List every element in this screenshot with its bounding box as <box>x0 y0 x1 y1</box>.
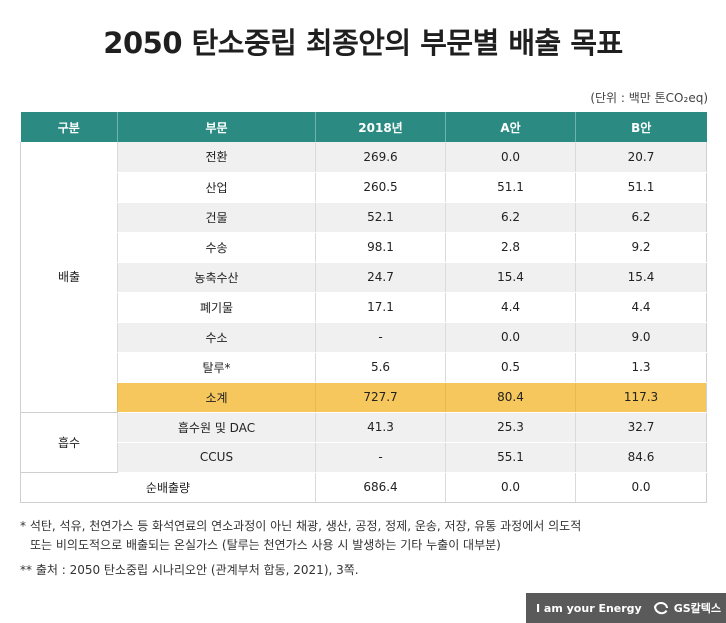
net-emission-row: 순배출량 686.4 0.0 0.0 <box>20 471 707 503</box>
sector-cell: 농축수산 <box>117 262 316 293</box>
table-row: CCUS - 55.1 84.6 <box>21 442 707 473</box>
value-2018-cell: 260.5 <box>315 172 446 203</box>
value-b-cell: 4.4 <box>575 292 707 323</box>
table-row: 흡수 흡수원 및 DAC 41.3 25.3 32.7 <box>20 411 707 473</box>
value-2018-cell: 269.6 <box>315 142 446 173</box>
header-plan-a: A안 <box>445 112 576 142</box>
value-b-cell: 1.3 <box>575 352 707 383</box>
value-2018-cell: 17.1 <box>315 292 446 323</box>
value-b-cell: 9.2 <box>575 232 707 263</box>
brand-logo: GS칼텍스 <box>652 600 721 616</box>
subtotal-label: 소계 <box>117 382 316 413</box>
unit-label: (단위 : 백만 톤CO₂eq) <box>590 91 708 105</box>
subtotal-row: 소계 727.7 80.4 117.3 <box>21 382 707 413</box>
value-2018-cell: 41.3 <box>315 411 446 443</box>
gs-logo-icon <box>653 602 668 615</box>
value-a-cell: 51.1 <box>445 172 576 203</box>
value-a-cell: 2.8 <box>445 232 576 263</box>
subtotal-a: 80.4 <box>445 382 576 413</box>
sector-cell: CCUS <box>117 442 316 473</box>
value-b-cell: 15.4 <box>575 262 707 293</box>
table-row: 산업 260.5 51.1 51.1 <box>21 172 707 203</box>
value-2018-cell: 98.1 <box>315 232 446 263</box>
header-sector: 부문 <box>117 112 316 142</box>
table-row: 폐기물 17.1 4.4 4.4 <box>21 292 707 323</box>
value-a-cell: 55.1 <box>445 442 576 473</box>
table-row: 배출 전환 269.6 0.0 20.7 <box>20 142 707 413</box>
value-2018-cell: 5.6 <box>315 352 446 383</box>
value-a-cell: 0.5 <box>445 352 576 383</box>
sector-cell: 폐기물 <box>117 292 316 323</box>
value-a-cell: 0.0 <box>445 322 576 353</box>
table-row: 수송 98.1 2.8 9.2 <box>21 232 707 263</box>
value-2018-cell: 52.1 <box>315 202 446 233</box>
value-b-cell: 9.0 <box>575 322 707 353</box>
sector-cell: 흡수원 및 DAC <box>117 411 316 443</box>
value-2018-cell: 24.7 <box>315 262 446 293</box>
footnotes: * 석탄, 석유, 천연가스 등 화석연료의 연소과정이 아닌 채광, 생산, … <box>20 517 581 580</box>
value-a-cell: 0.0 <box>445 142 576 173</box>
page-title: 2050 탄소중립 최종안의 부문별 배출 목표 <box>103 26 623 60</box>
sector-cell: 탈루* <box>117 352 316 383</box>
header-category: 구분 <box>20 112 118 142</box>
sector-cell: 산업 <box>117 172 316 203</box>
brand-banner: I am your Energy GS칼텍스 <box>526 593 726 623</box>
footnote-1-line-2: 또는 비의도적으로 배출되는 온실가스 (탈루는 천연가스 사용 시 발생하는 … <box>30 538 501 552</box>
brand-logo-text: GS칼텍스 <box>673 602 722 615</box>
table-header-row: 구분 부문 2018년 A안 B안 <box>20 112 707 142</box>
sector-cell: 건물 <box>117 202 316 233</box>
subtotal-2018: 727.7 <box>315 382 446 413</box>
table-row: 탈루* 5.6 0.5 1.3 <box>21 352 707 383</box>
emission-target-table: 구분 부문 2018년 A안 B안 배출 전환 269.6 0.0 20.7 산… <box>20 112 707 503</box>
sector-cell: 수소 <box>117 322 316 353</box>
value-b-cell: 32.7 <box>575 411 707 443</box>
group-absorption-label: 흡수 <box>20 411 118 473</box>
value-a-cell: 15.4 <box>445 262 576 293</box>
sector-cell: 전환 <box>117 142 316 173</box>
net-emission-label: 순배출량 <box>20 471 316 503</box>
brand-slogan: I am your Energy <box>536 601 642 615</box>
footnote-1-line-1: * 석탄, 석유, 천연가스 등 화석연료의 연소과정이 아닌 채광, 생산, … <box>20 519 582 533</box>
header-plan-b: B안 <box>575 112 707 142</box>
net-2018: 686.4 <box>315 471 446 503</box>
subtotal-b: 117.3 <box>575 382 707 413</box>
header-2018: 2018년 <box>315 112 446 142</box>
table-row: 건물 52.1 6.2 6.2 <box>21 202 707 233</box>
value-a-cell: 4.4 <box>445 292 576 323</box>
value-b-cell: 51.1 <box>575 172 707 203</box>
group-emission-label: 배출 <box>20 142 118 413</box>
table-row: 농축수산 24.7 15.4 15.4 <box>21 262 707 293</box>
footnote-2: ** 출처 : 2050 탄소중립 시나리오안 (관계부처 합동, 2021),… <box>20 563 359 577</box>
sector-cell: 수송 <box>117 232 316 263</box>
value-b-cell: 6.2 <box>575 202 707 233</box>
net-b: 0.0 <box>575 471 707 503</box>
value-b-cell: 84.6 <box>575 442 707 473</box>
table-row: 수소 - 0.0 9.0 <box>21 322 707 353</box>
value-2018-cell: - <box>315 322 446 353</box>
value-2018-cell: - <box>315 442 446 473</box>
value-a-cell: 25.3 <box>445 411 576 443</box>
value-a-cell: 6.2 <box>445 202 576 233</box>
net-a: 0.0 <box>445 471 576 503</box>
value-b-cell: 20.7 <box>575 142 707 173</box>
